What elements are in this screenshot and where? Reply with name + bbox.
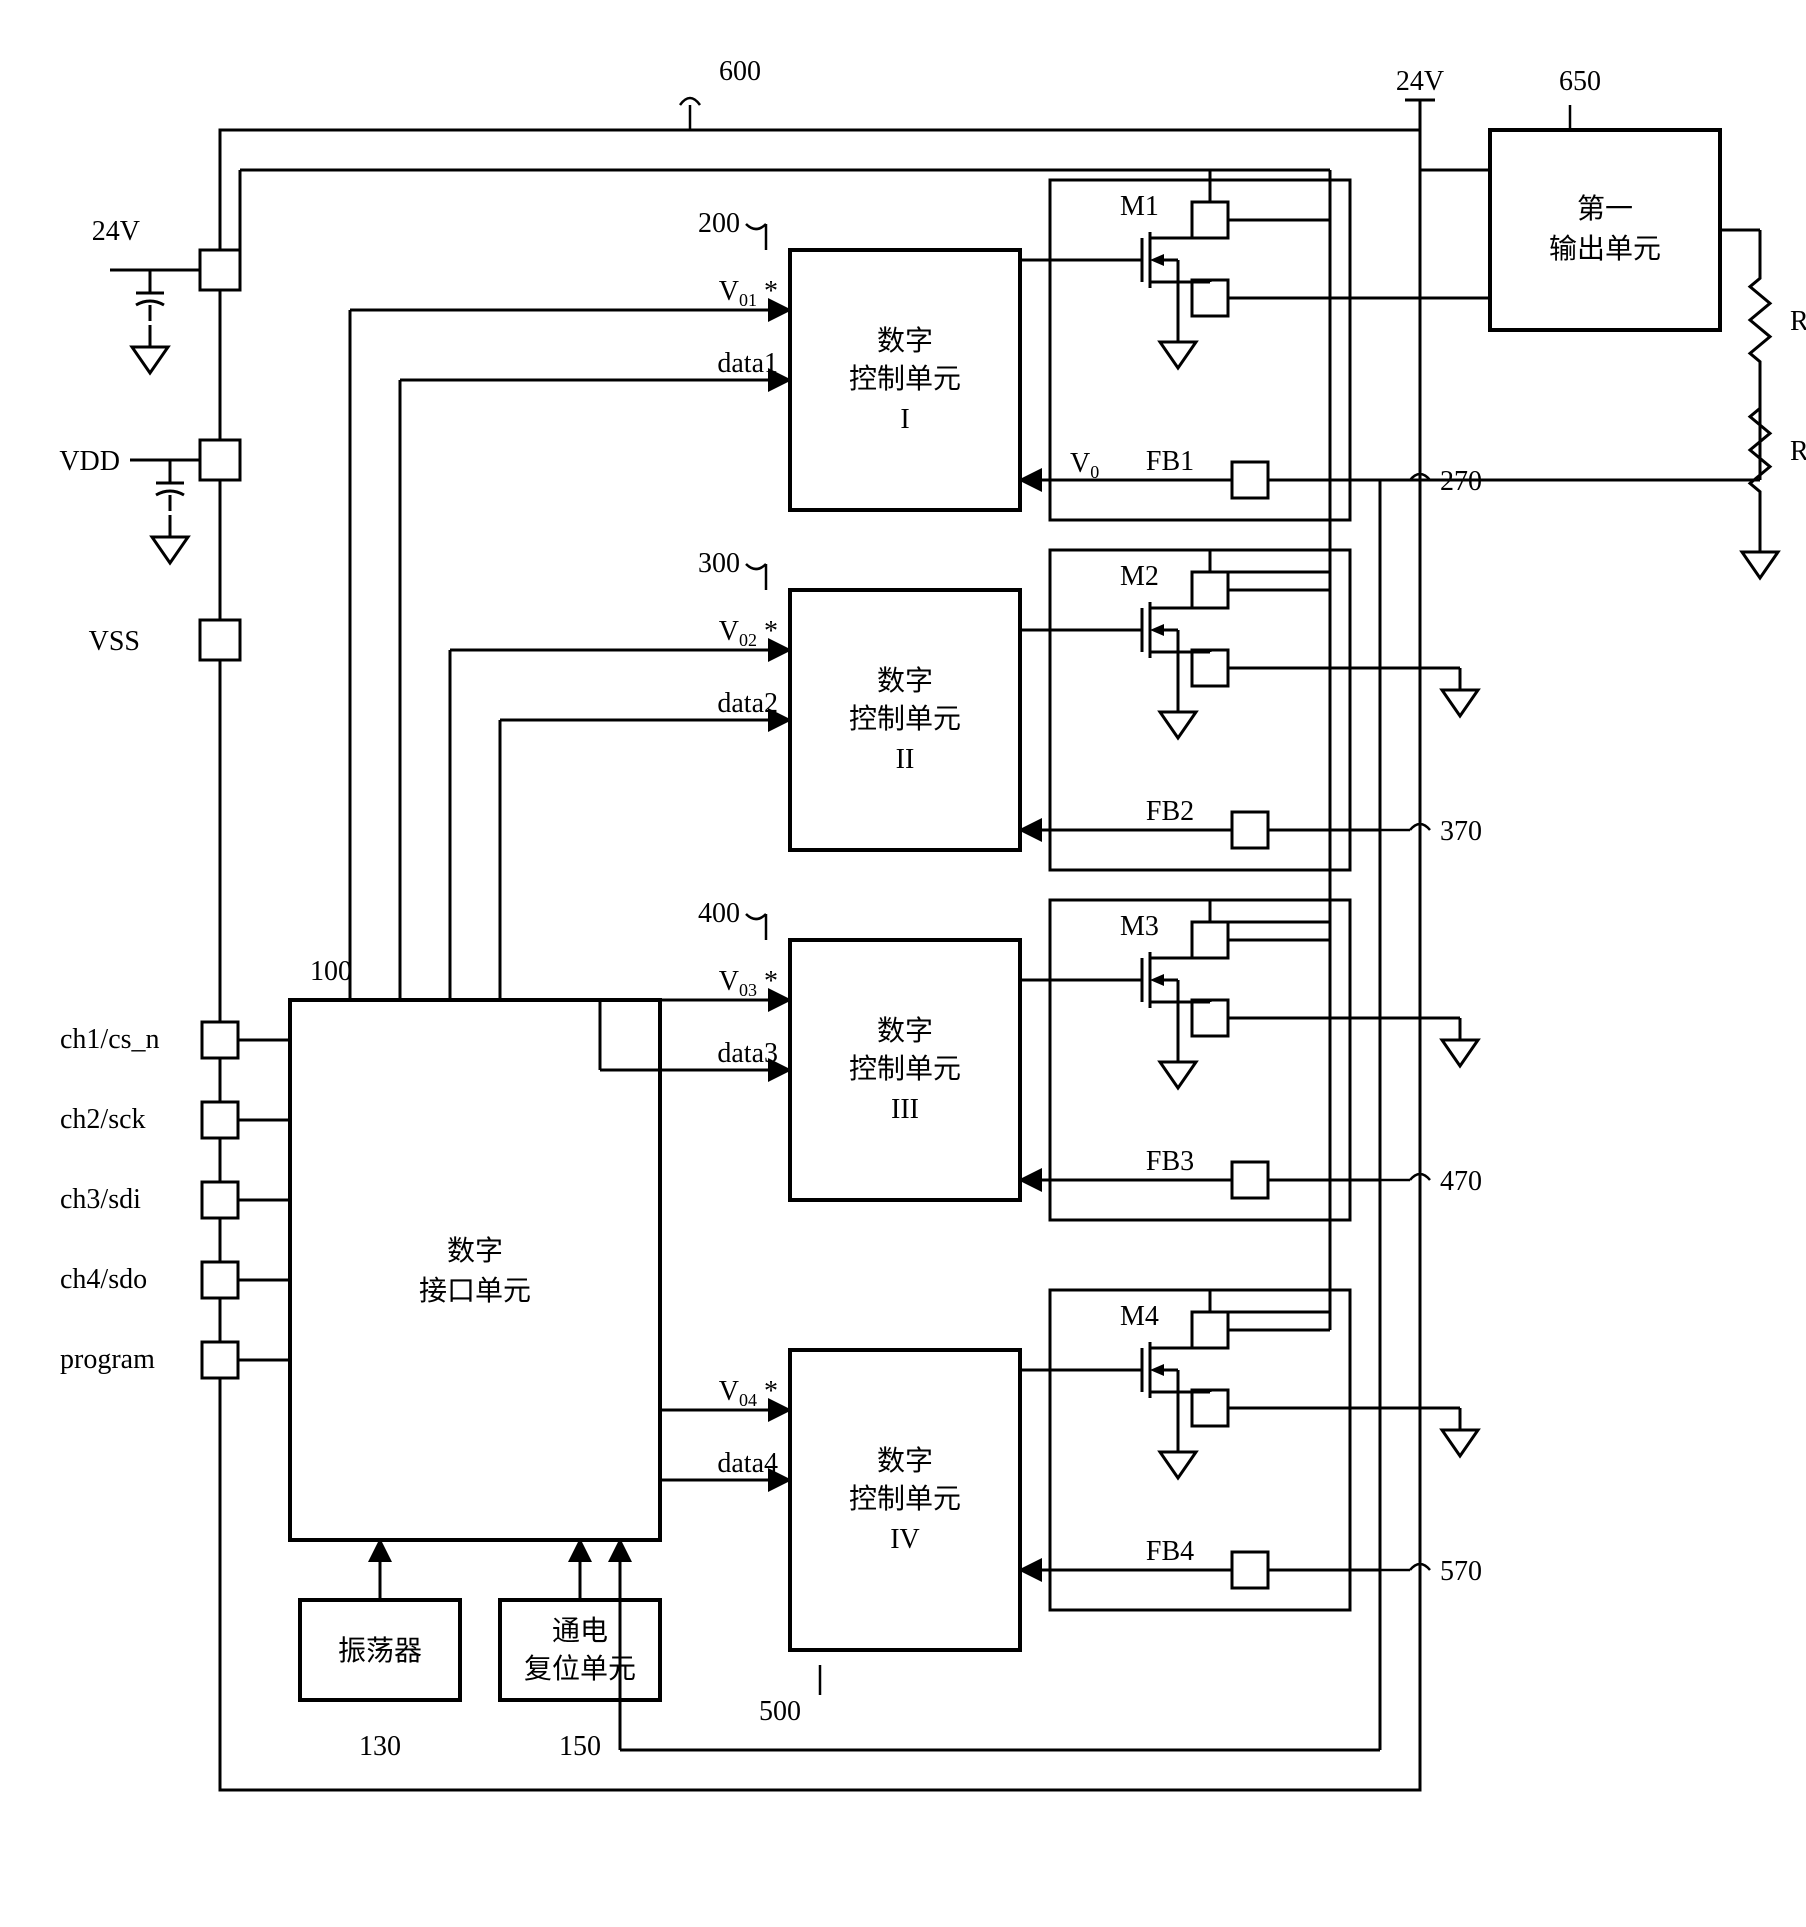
svg-text:第一: 第一 — [1577, 193, 1633, 225]
svg-text:400: 400 — [698, 898, 740, 929]
svg-text:600: 600 — [719, 56, 761, 87]
svg-text:V04 *: V04 * — [719, 1376, 778, 1410]
svg-text:ch1/cs_n: ch1/cs_n — [60, 1024, 160, 1055]
svg-text:M1: M1 — [1120, 191, 1159, 222]
svg-text:V0: V0 — [1070, 448, 1099, 482]
svg-text:M4: M4 — [1120, 1301, 1159, 1332]
svg-text:data2: data2 — [717, 688, 778, 719]
svg-text:II: II — [896, 744, 915, 775]
svg-text:M3: M3 — [1120, 911, 1159, 942]
svg-text:ch2/sck: ch2/sck — [60, 1104, 146, 1135]
svg-text:370: 370 — [1440, 816, 1482, 847]
svg-text:M2: M2 — [1120, 561, 1159, 592]
svg-text:130: 130 — [359, 1731, 401, 1762]
svg-text:数字: 数字 — [877, 1445, 933, 1477]
svg-text:200: 200 — [698, 208, 740, 239]
svg-text:IV: IV — [890, 1524, 920, 1555]
svg-text:data3: data3 — [717, 1038, 778, 1069]
svg-text:控制单元: 控制单元 — [849, 703, 961, 735]
svg-text:data1: data1 — [717, 348, 778, 379]
svg-text:通电: 通电 — [552, 1615, 608, 1647]
svg-text:500: 500 — [759, 1696, 801, 1727]
svg-text:FB4: FB4 — [1146, 1536, 1194, 1567]
svg-text:FB1: FB1 — [1146, 446, 1194, 477]
svg-text:数字: 数字 — [877, 1015, 933, 1047]
svg-text:控制单元: 控制单元 — [849, 363, 961, 395]
svg-text:program: program — [60, 1344, 155, 1375]
svg-text:FB2: FB2 — [1146, 796, 1194, 827]
svg-text:ch4/sdo: ch4/sdo — [60, 1264, 147, 1295]
svg-text:R20: R20 — [1790, 306, 1806, 340]
svg-text:V03 *: V03 * — [719, 966, 778, 1000]
svg-text:接口单元: 接口单元 — [419, 1275, 531, 1307]
svg-text:300: 300 — [698, 548, 740, 579]
svg-text:数字: 数字 — [877, 325, 933, 357]
svg-text:V02 *: V02 * — [719, 616, 778, 650]
svg-text:振荡器: 振荡器 — [338, 1635, 422, 1667]
svg-text:控制单元: 控制单元 — [849, 1053, 961, 1085]
svg-text:data4: data4 — [717, 1448, 778, 1479]
svg-text:输出单元: 输出单元 — [1549, 233, 1661, 265]
svg-text:650: 650 — [1559, 66, 1601, 97]
svg-text:数字: 数字 — [877, 665, 933, 697]
svg-text:FB3: FB3 — [1146, 1146, 1194, 1177]
svg-text:III: III — [891, 1094, 919, 1125]
block-diagram: 60024VVDDVSS数字接口单元100ch1/cs_nch2/sckch3/… — [20, 20, 1806, 1907]
svg-text:R30: R30 — [1790, 436, 1806, 470]
svg-text:24V: 24V — [1396, 66, 1444, 97]
svg-text:控制单元: 控制单元 — [849, 1483, 961, 1515]
svg-text:V01 *: V01 * — [719, 276, 778, 310]
svg-text:VSS: VSS — [89, 626, 140, 657]
svg-text:I: I — [900, 404, 909, 435]
svg-text:VDD: VDD — [59, 446, 120, 477]
svg-text:ch3/sdi: ch3/sdi — [60, 1184, 141, 1215]
svg-text:数字: 数字 — [447, 1235, 503, 1267]
svg-text:570: 570 — [1440, 1556, 1482, 1587]
svg-text:470: 470 — [1440, 1166, 1482, 1197]
svg-text:150: 150 — [559, 1731, 601, 1762]
svg-text:100: 100 — [310, 956, 352, 987]
svg-text:24V: 24V — [92, 216, 140, 247]
